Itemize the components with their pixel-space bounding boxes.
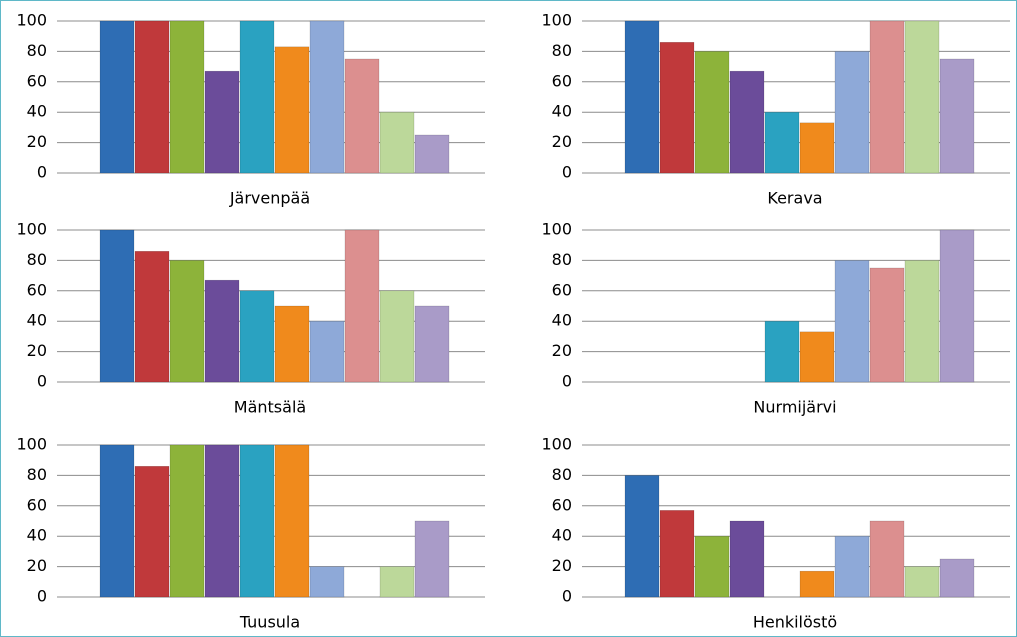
x-axis-label: Järvenpää (229, 189, 310, 208)
bar (344, 229, 380, 383)
bar (729, 520, 765, 598)
bar (239, 290, 275, 383)
y-tick-label: 0 (562, 163, 572, 182)
bar (134, 466, 170, 598)
y-tick-label: 80 (552, 465, 572, 484)
y-tick-label: 60 (27, 280, 47, 299)
bar (379, 566, 415, 598)
y-tick-label: 80 (27, 41, 47, 60)
bar (169, 444, 205, 598)
bar (834, 260, 870, 383)
x-axis-label: Henkilöstö (753, 613, 837, 632)
bar (204, 444, 240, 598)
y-tick-label: 80 (27, 250, 47, 269)
bar (274, 305, 310, 383)
y-tick-label: 20 (27, 556, 47, 575)
y-tick-label: 100 (16, 435, 47, 454)
bar (379, 290, 415, 383)
bar (309, 566, 345, 598)
bar (799, 331, 835, 383)
x-axis-label: Nurmijärvi (753, 398, 836, 417)
bar (309, 320, 345, 383)
bar (869, 267, 905, 383)
bar (309, 20, 345, 174)
bar (204, 279, 240, 383)
bar (134, 251, 170, 383)
bar (624, 20, 660, 174)
y-tick-label: 60 (552, 280, 572, 299)
y-tick-label: 40 (552, 526, 572, 545)
bar (834, 535, 870, 598)
bar (764, 320, 800, 383)
y-tick-label: 40 (27, 102, 47, 121)
y-tick-label: 40 (27, 311, 47, 330)
bar (729, 70, 765, 174)
y-tick-label: 0 (37, 372, 47, 391)
bar (274, 46, 310, 174)
bar (379, 111, 415, 174)
y-tick-label: 60 (552, 495, 572, 514)
bar (169, 260, 205, 383)
bar (764, 111, 800, 174)
x-axis-label: Tuusula (239, 613, 300, 632)
y-tick-label: 100 (541, 220, 572, 239)
bar (869, 520, 905, 598)
y-tick-label: 0 (562, 587, 572, 606)
y-tick-label: 100 (16, 220, 47, 239)
bar (904, 20, 940, 174)
y-tick-label: 100 (16, 11, 47, 30)
y-tick-label: 20 (552, 132, 572, 151)
bar (869, 20, 905, 174)
bar (904, 566, 940, 598)
bar (939, 558, 975, 598)
bar (834, 51, 870, 174)
y-tick-label: 40 (552, 311, 572, 330)
y-tick-label: 60 (552, 71, 572, 90)
bar (99, 229, 135, 383)
y-tick-label: 80 (552, 250, 572, 269)
bar (239, 444, 275, 598)
y-tick-label: 20 (552, 556, 572, 575)
y-tick-label: 0 (37, 587, 47, 606)
bar (904, 260, 940, 383)
x-axis-label: Kerava (767, 189, 822, 208)
bar (939, 229, 975, 383)
bar (239, 20, 275, 174)
y-tick-label: 20 (27, 132, 47, 151)
y-tick-label: 40 (27, 526, 47, 545)
bar (274, 444, 310, 598)
y-tick-label: 80 (27, 465, 47, 484)
y-tick-label: 20 (27, 341, 47, 360)
bar (99, 444, 135, 598)
bar (204, 70, 240, 174)
bar (694, 535, 730, 598)
y-tick-label: 0 (37, 163, 47, 182)
bar (134, 20, 170, 174)
bar (624, 475, 660, 598)
y-tick-label: 0 (562, 372, 572, 391)
bar (344, 58, 380, 174)
bar (414, 520, 450, 598)
bar (99, 20, 135, 174)
y-tick-label: 100 (541, 435, 572, 454)
bar (659, 510, 695, 598)
bar (414, 134, 450, 174)
y-tick-label: 20 (552, 341, 572, 360)
bar (169, 20, 205, 174)
y-tick-label: 40 (552, 102, 572, 121)
y-tick-label: 60 (27, 71, 47, 90)
bar (799, 122, 835, 174)
bar (414, 305, 450, 383)
y-tick-label: 100 (541, 11, 572, 30)
x-axis-label: Mäntsälä (234, 398, 306, 417)
y-tick-label: 80 (552, 41, 572, 60)
bar (659, 42, 695, 174)
bar (799, 570, 835, 598)
y-tick-label: 60 (27, 495, 47, 514)
bar (694, 51, 730, 174)
bar (939, 58, 975, 174)
